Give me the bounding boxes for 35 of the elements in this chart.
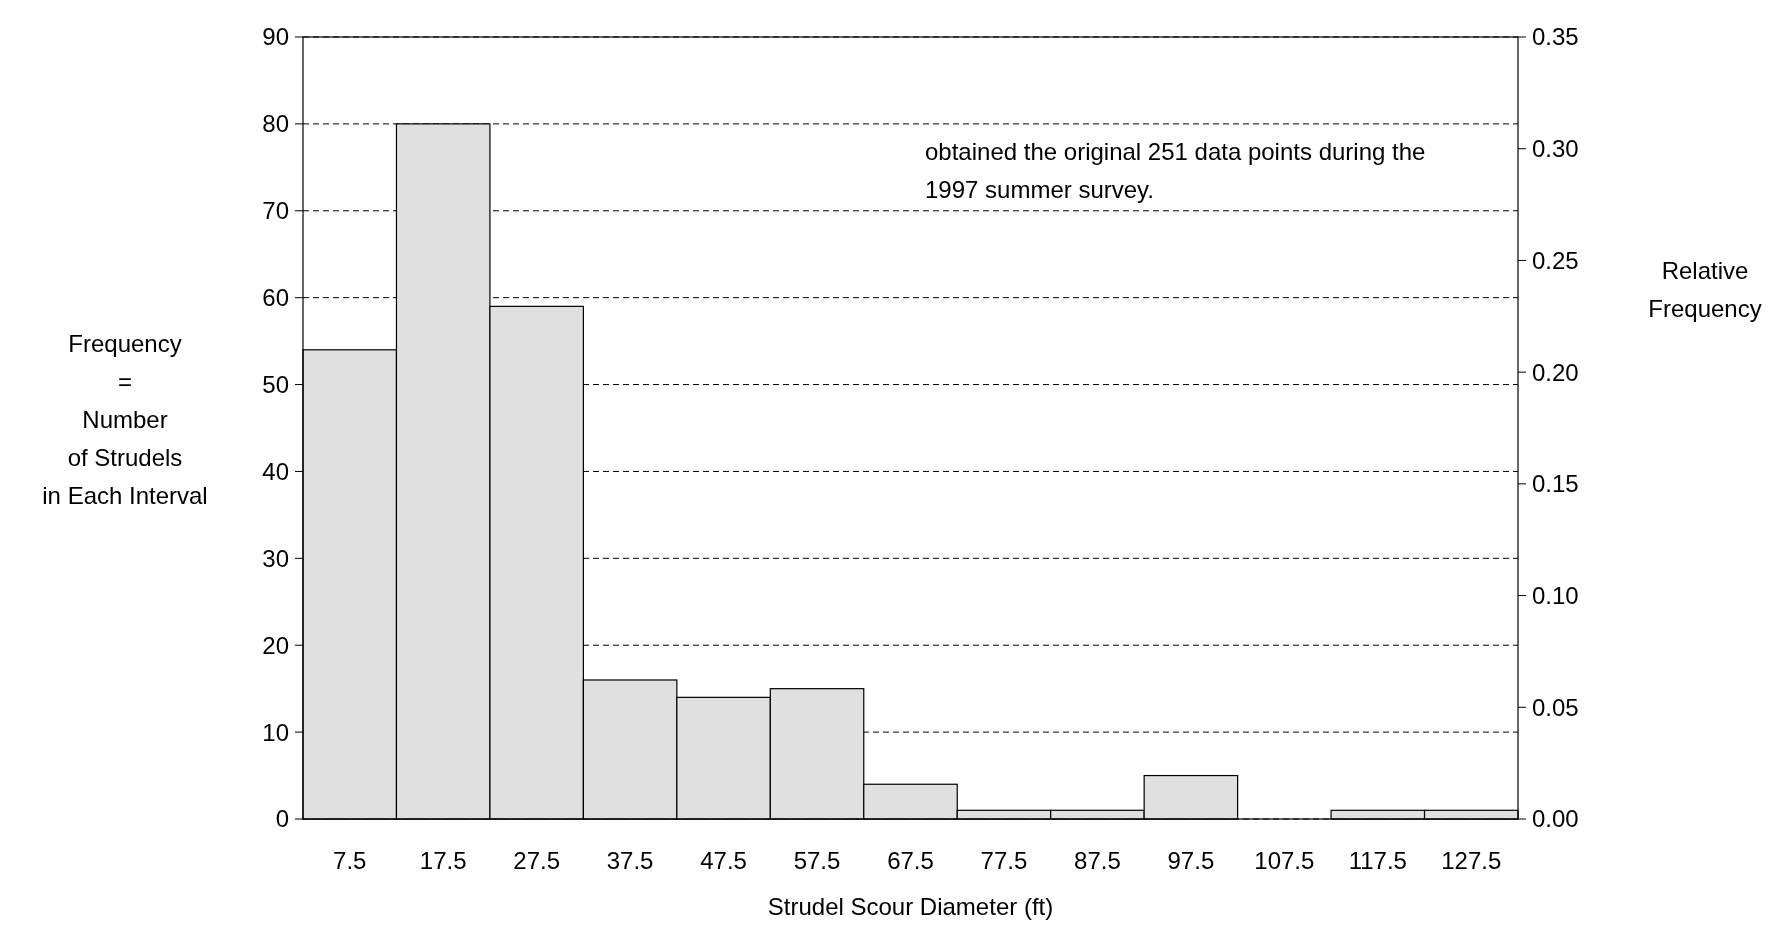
x-tick-label: 7.5 — [333, 847, 367, 874]
y2-tick-label: 0.00 — [1532, 805, 1579, 833]
y2-tick-label: 0.35 — [1532, 23, 1579, 51]
x-tick-label: 77.5 — [980, 847, 1028, 874]
y2-tick-label: 0.10 — [1532, 581, 1579, 609]
x-tick-label: 17.5 — [419, 847, 467, 874]
y2-tick-label: 0.05 — [1532, 693, 1579, 721]
x-tick-label: 27.5 — [513, 847, 561, 874]
y-tick-label: 0 — [275, 805, 289, 833]
x-tick-label: 87.5 — [1074, 847, 1121, 874]
y2-tick-label: 0.30 — [1532, 135, 1579, 163]
y2-tick-label: 0.15 — [1532, 470, 1579, 498]
x-tick-label: 37.5 — [606, 847, 654, 874]
x-tick-label: 67.5 — [887, 847, 934, 874]
y2-axis-title: Relative Frequency — [1648, 257, 1762, 322]
y-tick-label: 20 — [262, 631, 289, 659]
x-tick-label: 117.5 — [1348, 847, 1407, 874]
y-tick-label: 70 — [262, 197, 289, 225]
y-tick-label: 10 — [262, 718, 289, 746]
y-tick-label: 90 — [262, 23, 289, 51]
x-tick-label: 127.5 — [1441, 847, 1502, 874]
y-tick-label: 60 — [262, 284, 289, 312]
x-tick-label: 107.5 — [1254, 847, 1315, 874]
y-tick-label: 40 — [262, 457, 289, 485]
y2-tick-label: 0.25 — [1532, 246, 1579, 274]
y-tick-label: 80 — [262, 110, 289, 138]
x-tick-label: 47.5 — [700, 847, 747, 874]
y-tick-label: 50 — [262, 370, 289, 398]
y-axis-title: Frequency = Number of Strudels in Each Interval — [42, 330, 208, 509]
x-tick-label: 97.5 — [1167, 847, 1215, 874]
x-axis-title: Strudel Scour Diameter (ft) — [767, 893, 1054, 920]
x-tick-label: 57.5 — [793, 847, 841, 874]
annotation: obtained the original 251 data points during the 1997 summer survey. — [925, 138, 1426, 203]
y-tick-label: 30 — [262, 544, 289, 572]
y2-tick-label: 0.20 — [1532, 358, 1579, 386]
